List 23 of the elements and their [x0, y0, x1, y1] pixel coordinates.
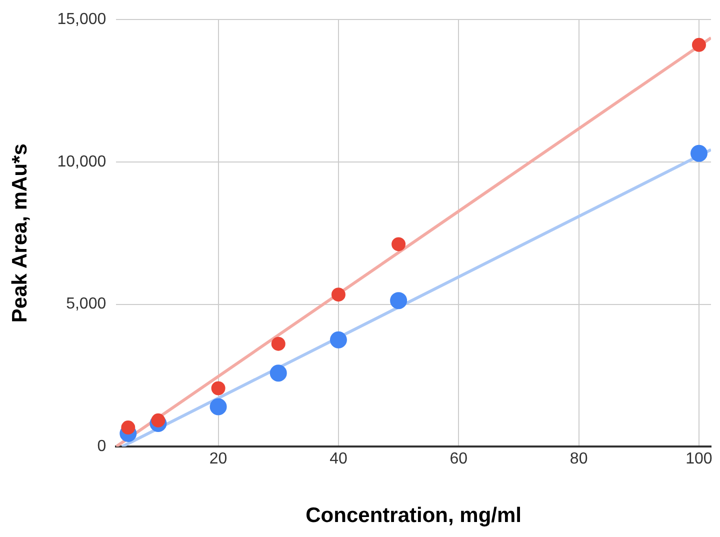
point	[331, 288, 346, 302]
x-tick-label: 20	[209, 450, 228, 468]
x-axis-title: Concentration, mg/ml	[306, 504, 522, 528]
y-tick-label: 10,000	[57, 153, 106, 170]
point	[210, 398, 227, 416]
point	[392, 237, 406, 252]
y-tick-label: 0	[97, 438, 106, 456]
point	[270, 364, 287, 382]
x-tick-label: 80	[570, 450, 588, 468]
y-tick-label: 15,000	[57, 11, 106, 28]
point	[390, 292, 408, 310]
point	[271, 336, 286, 351]
point	[330, 331, 347, 348]
x-tick-label: 40	[330, 450, 348, 468]
x-tick-label: 60	[450, 450, 468, 468]
point	[121, 420, 136, 435]
y-axis-title: Peak Area, mAu*s	[8, 144, 32, 323]
point	[690, 144, 708, 162]
point	[151, 413, 166, 428]
x-tick-label: 100	[686, 450, 712, 468]
point	[211, 381, 226, 396]
y-tick-label: 5,000	[66, 296, 106, 313]
point	[692, 38, 706, 52]
